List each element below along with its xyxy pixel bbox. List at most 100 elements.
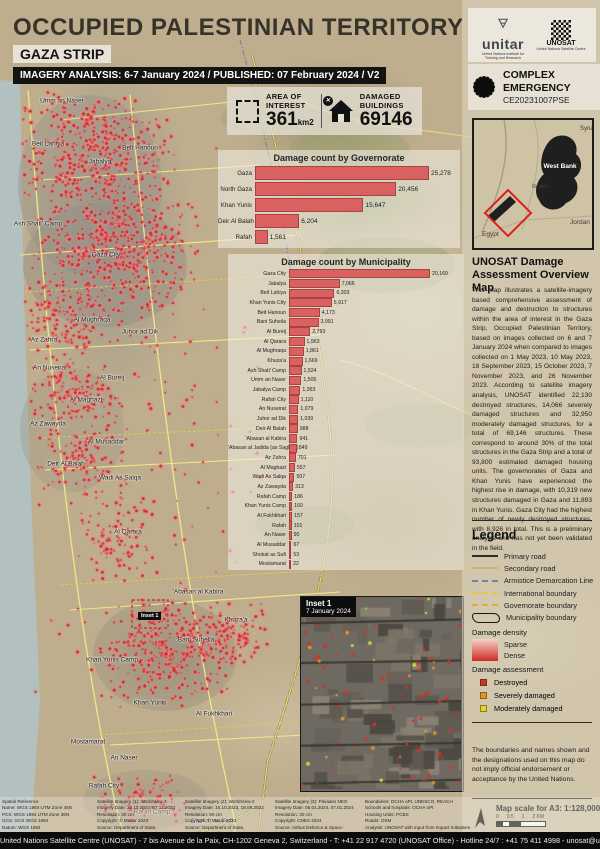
map-scale-text: Map scale for A3: 1:128,000 bbox=[496, 804, 600, 813]
chart-row: Khan Yunis City 5,917 bbox=[228, 298, 464, 308]
chart-row: An Naser 90 bbox=[228, 530, 464, 541]
inset-date: 7 January 2024 bbox=[306, 608, 351, 615]
chart-value: 5,917 bbox=[333, 299, 347, 306]
chart-row: 'Abasan al Jadida (as Saghira) 849 bbox=[228, 443, 464, 453]
chart-value: 1,561 bbox=[269, 233, 286, 241]
chart-bar bbox=[289, 298, 332, 308]
logos-panel: 🜃 unitar United Nations Institute for Tr… bbox=[468, 8, 596, 62]
chart-row: Gaza City 20,169 bbox=[228, 269, 464, 279]
page-title: OCCUPIED PALESTINIAN TERRITORY bbox=[13, 14, 464, 41]
un-emblem-icon: 🜃 bbox=[497, 16, 509, 31]
chart-row: Deir Al Balah 6,204 bbox=[218, 213, 460, 229]
chart-row: Al Maghazi 557 bbox=[228, 463, 464, 473]
chart-row: Al Bureij 2,793 bbox=[228, 327, 464, 337]
chart-bar bbox=[289, 443, 297, 453]
scale-tick: 1 bbox=[521, 814, 525, 820]
chart-row-label: Al Mughraqa bbox=[256, 348, 286, 355]
chart-bar bbox=[289, 308, 320, 318]
chart-bar bbox=[255, 214, 300, 228]
chart-row-label: 'Abasan al Kabira bbox=[245, 435, 287, 442]
chart-bar bbox=[289, 559, 292, 569]
chart-value: 1,861 bbox=[305, 348, 319, 355]
chart-row-label: Az Zahra bbox=[264, 454, 286, 461]
aoi-value: 361 bbox=[266, 109, 298, 131]
aoi-unit: km2 bbox=[297, 118, 314, 128]
chart-value: 1,505 bbox=[303, 377, 317, 384]
chart-value: 557 bbox=[296, 464, 306, 471]
west-bank-shape bbox=[536, 135, 582, 210]
chart-value: 20,456 bbox=[398, 185, 419, 193]
chart-value: 186 bbox=[294, 493, 303, 500]
chart-row: Rafah Camp 186 bbox=[228, 492, 464, 502]
overview-body: This map illustrates a satellite-imagery… bbox=[472, 287, 592, 552]
chart-row: Rafah City 1,110 bbox=[228, 395, 464, 405]
chart-row-label: Rafah City bbox=[261, 396, 286, 403]
chart-value: 1,110 bbox=[300, 396, 314, 403]
overview-title: UNOSAT Damage Assessment Overview Map bbox=[472, 256, 589, 295]
damage-density-title: Damage density bbox=[472, 627, 527, 637]
damage-assessment-title: Damage assessment bbox=[472, 664, 544, 674]
chart-row-label: Gaza bbox=[237, 169, 252, 177]
chart-bar bbox=[289, 540, 292, 550]
x-badge-icon: ✕ bbox=[322, 96, 333, 106]
legend-item-severely-damaged: Severely damaged bbox=[472, 689, 594, 702]
chart-value: 22 bbox=[293, 561, 299, 568]
legend-item-municipality: Municipality boundary bbox=[472, 611, 594, 623]
chart-row-label: Khan Yunis City bbox=[249, 299, 286, 306]
legend-title: Legend bbox=[472, 528, 517, 542]
chart-bar bbox=[255, 198, 364, 212]
syria-label: Syria bbox=[580, 126, 592, 132]
legend-item-secondary-road: Secondary road bbox=[472, 562, 594, 574]
scale-block: Map scale for A3: 1:128,000 0 0.5 1 2 KM bbox=[472, 804, 600, 830]
area-of-interest-icon bbox=[236, 99, 259, 123]
sidebar: 🜃 unitar United Nations Institute for Tr… bbox=[462, 0, 600, 832]
chart-value: 1,079 bbox=[300, 406, 314, 413]
chart-row-label: North Gaza bbox=[220, 185, 252, 193]
density-gradient-icon bbox=[472, 638, 498, 661]
chart-row-label: Bani Suheila bbox=[256, 319, 286, 326]
chart-row-label: Beit Lahiya bbox=[260, 290, 286, 297]
chart-bar bbox=[289, 492, 293, 502]
chart-row: Al Mughraqa 1,861 bbox=[228, 346, 464, 357]
chart-bar bbox=[289, 395, 299, 405]
chart-row: Wadi As Salqa 507 bbox=[228, 472, 464, 482]
chart-bar bbox=[289, 279, 340, 289]
chart-bar bbox=[289, 434, 298, 444]
chart-value: 1,963 bbox=[306, 338, 320, 345]
chart-value: 15,647 bbox=[365, 201, 386, 209]
chart-value: 1,039 bbox=[300, 416, 314, 423]
chart-row-label: Wadi As Salqa bbox=[252, 474, 286, 481]
emergency-panel: COMPLEX EMERGENCY CE20231007PSE bbox=[468, 64, 600, 110]
scale-tick: 0 bbox=[496, 814, 499, 820]
armistice-line-icon bbox=[472, 579, 498, 582]
chart-value: 67 bbox=[293, 542, 300, 549]
chart-row: Bani Suheila 3,991 bbox=[228, 317, 464, 327]
unitar-logo: 🜃 unitar United Nations Institute for Tr… bbox=[477, 10, 529, 60]
chart-row: Juhor ad Dik 1,039 bbox=[228, 414, 464, 424]
chart-row-label: Umm an Naser bbox=[251, 377, 286, 384]
chart-bar bbox=[289, 530, 292, 540]
footer-column: Spatial Reference Name: WGS 1984 UTM Zone… bbox=[2, 799, 72, 830]
chart-row-label: Khan Yunis Camp bbox=[244, 503, 286, 510]
chart-value: 160 bbox=[294, 503, 303, 510]
chart-bar bbox=[289, 463, 295, 473]
chart-value: 313 bbox=[295, 483, 304, 490]
chart-bar bbox=[289, 550, 292, 560]
footer-metadata-strip: Spatial Reference Name: WGS 1984 UTM Zone… bbox=[0, 797, 600, 836]
chart-row-label: An Nuseirat bbox=[258, 406, 286, 413]
legend-item-governorate: Governorate boundary bbox=[472, 599, 594, 611]
chart-value: 1,363 bbox=[302, 387, 316, 394]
assessment-swatch-icon bbox=[480, 678, 487, 686]
inset-title: Inset 1 bbox=[306, 599, 332, 608]
chart-value: 25,278 bbox=[431, 169, 451, 177]
chart-row: Az Zawayda 313 bbox=[228, 482, 464, 492]
chart-row-label: Khan Yunis bbox=[220, 201, 252, 209]
chart-row-label: 'Abasan al Jadida (as Saghira) bbox=[228, 445, 299, 452]
aoi-extent-diamond bbox=[483, 188, 533, 238]
chart-bar bbox=[289, 366, 302, 376]
chart-bar bbox=[289, 472, 295, 482]
international-boundary-icon bbox=[472, 592, 498, 595]
chart-bar bbox=[289, 414, 299, 424]
chart-bar bbox=[289, 288, 335, 298]
